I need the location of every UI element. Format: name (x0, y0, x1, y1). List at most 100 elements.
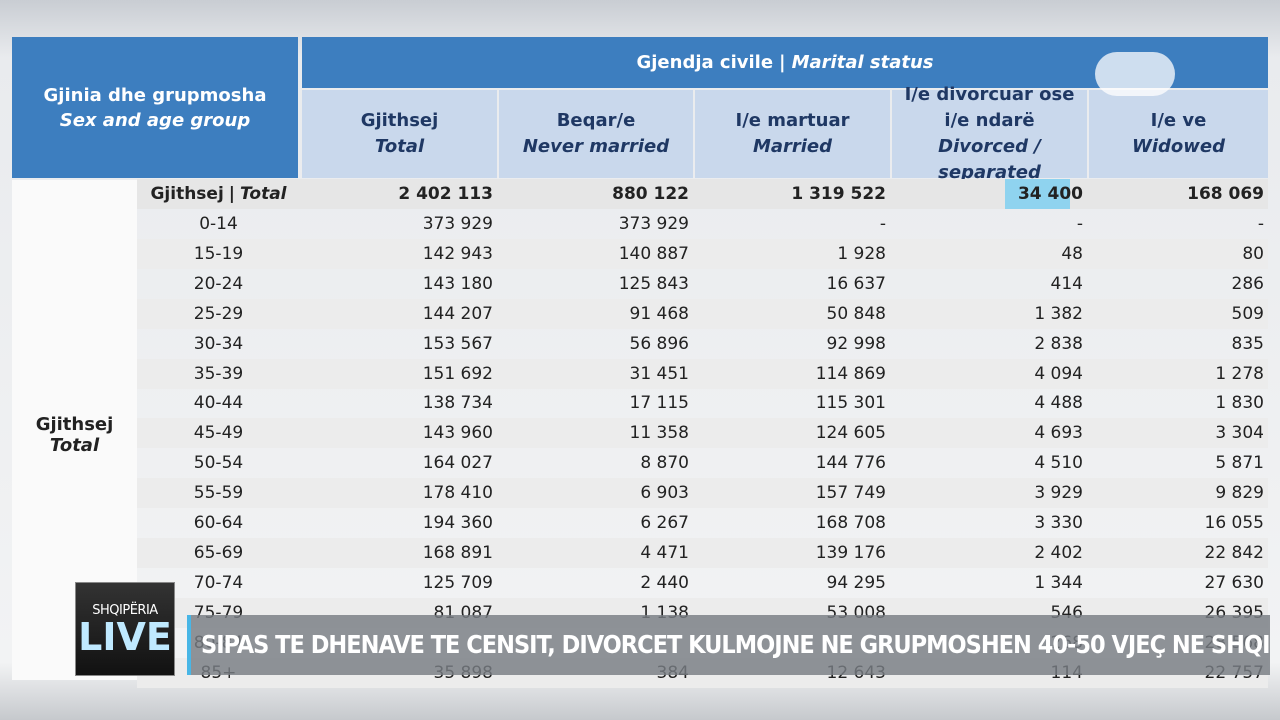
cell: 115 301 (815, 393, 886, 414)
cell: 286 (1231, 273, 1264, 294)
cell: 164 027 (422, 453, 493, 474)
column-header: I/e ve Widowed (1089, 90, 1268, 178)
cell: 373 929 (618, 214, 689, 234)
cell: 144 776 (815, 453, 886, 474)
cell: 6 267 (640, 513, 689, 533)
age-label: 35-39 (193, 363, 244, 384)
column-header: I/e divorcuar ose i/e ndarë Divorced / sep… (892, 84, 1087, 183)
cell: 151 692 (422, 363, 493, 384)
age-label: 60-64 (193, 513, 244, 533)
cell: 1 830 (1215, 393, 1264, 414)
cell: 168 069 (1187, 184, 1264, 204)
group-header: Gjinia dhe grupmosha Sex and age group (12, 37, 298, 178)
cell: 50 848 (826, 303, 886, 324)
age-label: 20-24 (193, 273, 244, 294)
cell: 34 400 (890, 179, 1087, 209)
cell: 835 (1231, 333, 1264, 354)
cell: 94 295 (826, 572, 886, 593)
cell: - (1257, 214, 1264, 234)
cell: 4 510 (1034, 453, 1083, 474)
age-label: 50-54 (193, 453, 244, 474)
age-label: 65-69 (193, 542, 244, 563)
column-header: I/e martuar Married (695, 90, 890, 178)
separator: | (779, 52, 786, 73)
label: Gjithsej (35, 414, 114, 435)
cell: - (1076, 214, 1083, 234)
row-bg (137, 418, 1268, 449)
cell: 6 903 (640, 483, 689, 504)
cell: 125 843 (618, 273, 689, 294)
age-label: 30-34 (193, 333, 244, 354)
cell: 80 (1242, 243, 1264, 264)
cell: 2 440 (640, 572, 689, 593)
cell: 4 471 (640, 542, 689, 563)
age-label: 55-59 (193, 483, 244, 504)
cell: 509 (1231, 303, 1264, 324)
label-en: Widowed (1132, 136, 1225, 157)
cell: 5 871 (1215, 453, 1264, 474)
cell: 4 693 (1034, 423, 1083, 444)
row-bg (137, 537, 1268, 568)
label-en: Total (240, 184, 287, 204)
cell: 142 943 (422, 243, 493, 264)
cell: 2 838 (1034, 333, 1083, 354)
label-en: Sex and age group (59, 109, 251, 131)
label: Gjendja civile (636, 52, 774, 73)
cell: 1 344 (1034, 572, 1083, 593)
cell: 92 998 (826, 333, 886, 354)
age-label: 40-44 (193, 393, 244, 414)
label-en: Married (752, 136, 833, 157)
cell: 17 115 (629, 393, 689, 414)
label-en: Total (374, 136, 425, 157)
cell: 153 567 (422, 333, 493, 354)
row-group: Gjithsej Total (12, 405, 137, 465)
column-header: Gjithsej Total (302, 90, 497, 178)
cell: 3 929 (1034, 483, 1083, 504)
cell: 139 176 (815, 542, 886, 563)
label: Gjithsej (150, 184, 224, 204)
row-bg (137, 478, 1268, 509)
cell: 91 468 (629, 303, 689, 324)
channel-logo: SHQIPËRIA LIVE (75, 582, 175, 676)
separator: | (228, 184, 235, 204)
label: I/e divorcuar ose (904, 84, 1075, 105)
cell: 8 870 (640, 453, 689, 474)
label-en: Divorced / separated (938, 136, 1041, 183)
row-bg (137, 358, 1268, 389)
label: Gjinia dhe grupmosha (43, 84, 267, 106)
label: Gjithsej (360, 110, 439, 131)
cell: 1 278 (1215, 363, 1264, 384)
cell: 1 382 (1034, 303, 1083, 324)
age-label: 25-29 (193, 303, 244, 324)
label: I/e ve (1150, 110, 1207, 131)
cell: 124 605 (815, 423, 886, 444)
logo-main: LIVE (78, 614, 172, 659)
cell: 414 (1050, 273, 1083, 294)
cell: 157 749 (815, 483, 886, 504)
cell: 143 960 (422, 423, 493, 444)
cell: 16 637 (826, 273, 886, 294)
label: i/e ndarë (944, 110, 1035, 131)
news-ticker: SIPAS TE DHENAVE TE CENSIT, DIVORCET KUL… (187, 615, 1270, 675)
cell: 178 410 (422, 483, 493, 504)
cell: 4 094 (1034, 363, 1083, 384)
cell: 9 829 (1215, 483, 1264, 504)
cell: 143 180 (422, 273, 493, 294)
cell: 48 (1061, 243, 1083, 264)
cell: 3 304 (1215, 423, 1264, 444)
cell: 194 360 (422, 513, 493, 533)
total-label: Gjithsej | Total (137, 179, 300, 209)
label: I/e martuar (735, 110, 850, 131)
cell: 2 402 (1034, 542, 1083, 563)
cell: 125 709 (422, 572, 493, 593)
row-bg (137, 298, 1268, 329)
label: Beqar/e (556, 110, 636, 131)
cell: 138 734 (422, 393, 493, 414)
cell: 56 896 (629, 333, 689, 354)
cell: 31 451 (629, 363, 689, 384)
column-header: Beqar/e Never married (499, 90, 693, 178)
age-label: 0-14 (199, 214, 238, 234)
cell: 1 319 522 (791, 184, 886, 204)
